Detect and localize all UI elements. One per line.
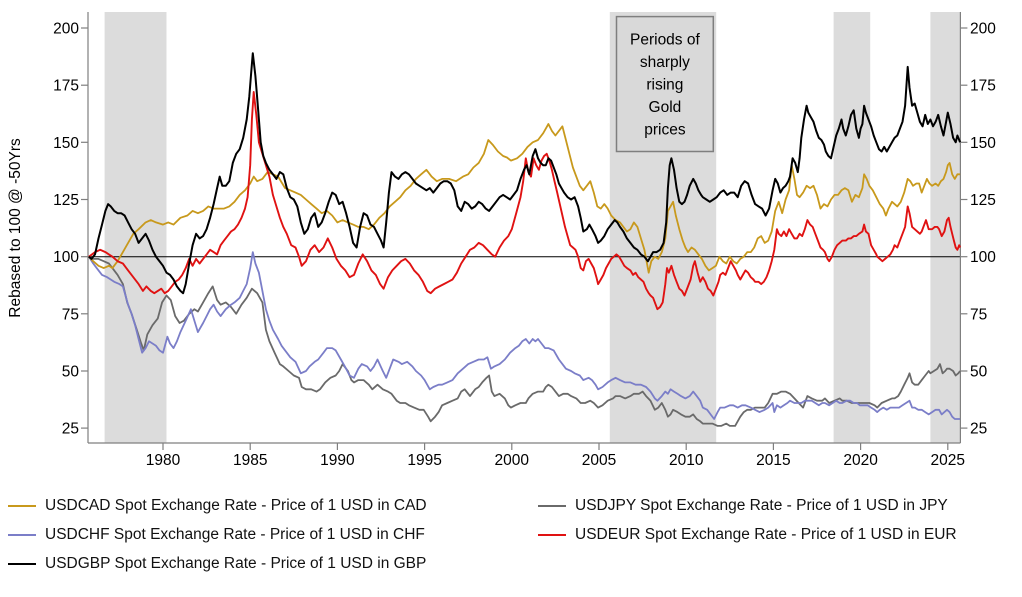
- svg-text:2025: 2025: [931, 452, 965, 469]
- svg-text:125: 125: [53, 192, 79, 209]
- svg-text:50: 50: [970, 364, 988, 381]
- svg-text:2015: 2015: [756, 452, 790, 469]
- svg-text:100: 100: [970, 249, 996, 266]
- svg-text:175: 175: [53, 78, 79, 95]
- legend-swatch-usdcad: [8, 504, 36, 508]
- svg-text:1995: 1995: [407, 452, 441, 469]
- legend-item-usdcad: USDCAD Spot Exchange Rate - Price of 1 U…: [8, 496, 427, 516]
- series-line-usdcad: [88, 123, 961, 274]
- svg-text:25: 25: [970, 421, 987, 438]
- svg-text:1980: 1980: [146, 452, 181, 469]
- legend-swatch-usdgbp: [8, 562, 36, 566]
- svg-text:2000: 2000: [495, 452, 530, 469]
- legend-item-usdeur: USDEUR Spot Exchange Rate - Price of 1 U…: [538, 525, 957, 545]
- svg-text:1985: 1985: [233, 452, 267, 469]
- annotation-line: Periods of: [630, 32, 700, 49]
- legend-item-usdgbp: USDGBP Spot Exchange Rate - Price of 1 U…: [8, 554, 426, 574]
- annotation-line: Gold: [649, 99, 682, 116]
- svg-text:2010: 2010: [669, 452, 704, 469]
- legend-label-usdchf: USDCHF Spot Exchange Rate - Price of 1 U…: [45, 526, 425, 543]
- exchange-rate-chart: 25 25 50 50 75 75 100 100 125 125 150 150 175 175 200 2…: [7, 12, 996, 470]
- annotation-line: prices: [644, 122, 686, 139]
- legend-item-usdjpy: USDJPY Spot Exchange Rate - Price of 1 U…: [538, 496, 948, 516]
- svg-text:25: 25: [62, 421, 79, 438]
- legend-item-usdchf: USDCHF Spot Exchange Rate - Price of 1 U…: [8, 525, 425, 545]
- svg-text:200: 200: [53, 21, 79, 38]
- svg-text:2020: 2020: [843, 452, 878, 469]
- plot-svg: 25 25 50 50 75 75 100 100 125 125 150 150 175 175 200 2…: [7, 12, 996, 470]
- legend: USDCAD Spot Exchange Rate - Price of 1 U…: [0, 488, 1022, 588]
- svg-text:150: 150: [53, 135, 79, 152]
- legend-swatch-usdeur: [538, 533, 566, 537]
- annotation-line: rising: [646, 77, 683, 94]
- y-axis-title: Rebased to 100 @ -50Yrs: [7, 138, 24, 318]
- gold-periods-annotation: Periods of sharply rising Gold prices: [615, 15, 715, 153]
- legend-label-usdgbp: USDGBP Spot Exchange Rate - Price of 1 U…: [45, 555, 427, 572]
- svg-text:50: 50: [62, 364, 80, 381]
- svg-text:200: 200: [970, 21, 996, 38]
- svg-text:2005: 2005: [582, 452, 616, 469]
- svg-text:75: 75: [970, 306, 987, 323]
- series-line-usdgbp: [88, 52, 962, 295]
- legend-swatch-usdjpy: [538, 504, 566, 508]
- gold-period-bands: [104, 12, 961, 443]
- axes: [81, 12, 968, 450]
- annotation-line: sharply: [640, 54, 690, 71]
- series-line-usdchf: [88, 251, 961, 420]
- legend-label-usdcad: USDCAD Spot Exchange Rate - Price of 1 U…: [45, 497, 427, 514]
- svg-text:175: 175: [970, 78, 996, 95]
- series-line-usdeur: [88, 91, 961, 311]
- legend-swatch-usdchf: [8, 533, 36, 537]
- svg-text:125: 125: [970, 192, 996, 209]
- axis-tick-labels: 25 25 50 50 75 75 100 100 125 125 150 150 175 175 200 2…: [53, 21, 996, 470]
- legend-label-usdeur: USDEUR Spot Exchange Rate - Price of 1 U…: [575, 526, 957, 543]
- svg-text:75: 75: [62, 306, 79, 323]
- legend-label-usdjpy: USDJPY Spot Exchange Rate - Price of 1 U…: [575, 497, 948, 514]
- svg-text:150: 150: [970, 135, 996, 152]
- series-line-usdjpy: [88, 255, 961, 427]
- svg-text:1990: 1990: [320, 452, 355, 469]
- svg-text:100: 100: [53, 249, 79, 266]
